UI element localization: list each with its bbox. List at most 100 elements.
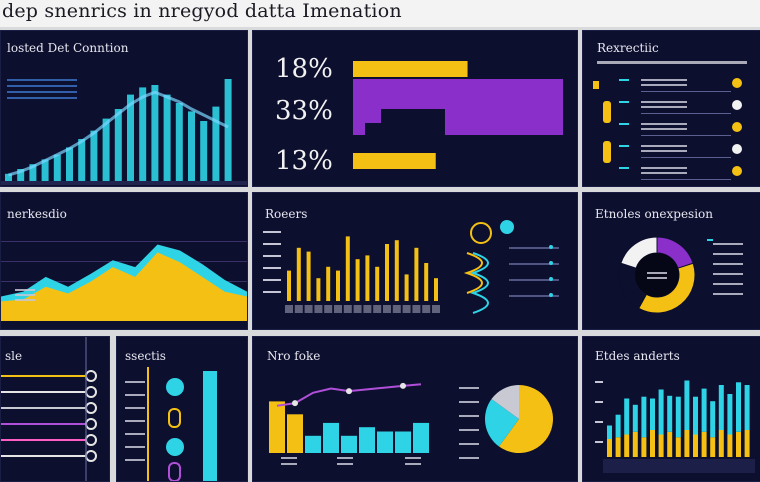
panel-title: ssectis (125, 349, 166, 363)
pie-slice (491, 385, 519, 419)
tick-label (595, 381, 603, 383)
panel-percentages: 18% 33% 13% (252, 30, 578, 187)
bar (224, 79, 232, 181)
indicator-pill (168, 462, 181, 481)
panel-rexrectiic: Rexrectiic (582, 30, 760, 187)
text-placeholder-line (125, 407, 145, 409)
text-placeholder-line (641, 106, 687, 108)
text-placeholder-line (641, 167, 687, 169)
text-placeholder-line (509, 295, 559, 297)
panel-nro-foke: Nro foke (252, 336, 578, 482)
indicator-line (147, 367, 149, 481)
bar-lower (684, 430, 690, 457)
x-tick-label (373, 305, 382, 313)
bar (326, 266, 331, 301)
bar (114, 109, 122, 181)
timeline-rule (641, 135, 731, 136)
text-placeholder-line (7, 85, 77, 87)
timeline-rule (641, 91, 731, 92)
bar-upper (667, 395, 673, 432)
text-placeholder-line (125, 459, 145, 461)
bar (306, 251, 311, 301)
flow-dot (549, 261, 553, 265)
text-placeholder-line (459, 457, 479, 459)
text-placeholder-line (459, 401, 479, 403)
bar (323, 422, 339, 453)
bar-upper (615, 414, 621, 438)
text-placeholder-line (125, 433, 145, 435)
indicator-graphic (125, 367, 217, 481)
panel-donut: Etnoles onexpesion (582, 192, 760, 330)
percent-bar (353, 153, 436, 169)
grid-line (1, 241, 247, 242)
text-placeholder-line (125, 381, 145, 383)
bar (375, 266, 380, 301)
timeline-tick (619, 79, 629, 81)
text-placeholder-line (459, 387, 479, 389)
bar (404, 274, 409, 301)
panel-title: nerkesdio (7, 207, 67, 221)
bar-lower (718, 430, 724, 457)
text-placeholder-line (459, 429, 479, 431)
indicator-bar (203, 371, 217, 481)
tick-label (263, 279, 281, 281)
bar (151, 85, 159, 181)
text-placeholder-line (713, 253, 743, 255)
chart-area (1, 241, 247, 321)
text-placeholder-line (509, 279, 559, 281)
bar-lower (641, 437, 647, 457)
panel-title: Etnoles onexpesion (595, 207, 714, 221)
divider (85, 337, 87, 481)
timeline-tick (619, 101, 629, 103)
text-placeholder-line (15, 289, 35, 291)
trend-line (8, 90, 229, 177)
panel-title: sle (5, 349, 23, 363)
timeline-marker (603, 141, 611, 163)
panel-title: losted Det Conntion (7, 41, 129, 55)
timeline-dot (732, 166, 742, 176)
percent-label: 13% (275, 146, 333, 176)
bar (414, 247, 419, 301)
text-placeholder-line (125, 420, 145, 422)
bar-upper (718, 385, 724, 430)
slider-knob (85, 386, 97, 398)
tick-label (263, 243, 281, 245)
bar (78, 139, 86, 181)
bar-lower (615, 437, 621, 457)
bar-lower (675, 437, 681, 457)
bar (434, 278, 438, 301)
text-placeholder-line (405, 457, 421, 459)
bar-lower (710, 437, 716, 457)
flow-node (470, 222, 492, 244)
bar-upper (641, 396, 647, 438)
text-placeholder-line (509, 263, 559, 265)
timeline-tick (619, 145, 629, 147)
x-tick-label (353, 305, 362, 313)
bar (345, 236, 350, 301)
tick-label (263, 231, 281, 233)
bar (17, 169, 25, 181)
area-fill (1, 252, 247, 321)
bar (424, 263, 429, 301)
bar (139, 87, 147, 181)
bar-lower (736, 431, 741, 457)
grid-line (1, 261, 247, 262)
timeline-rule (641, 113, 731, 114)
text-placeholder-line (281, 457, 297, 459)
slider-knob (85, 402, 97, 414)
text-placeholder-line (281, 463, 297, 465)
timeline-tick (619, 167, 629, 169)
bar-lower (632, 431, 638, 457)
timeline-graphic (593, 61, 747, 180)
chart-anderts (595, 380, 755, 473)
bar (287, 270, 291, 301)
slider-knob (85, 450, 97, 462)
bar (394, 240, 399, 301)
pie-slice (499, 385, 553, 453)
flow-node (500, 220, 514, 234)
bar (102, 118, 110, 181)
bar-lower (658, 434, 664, 457)
bar-upper (744, 385, 750, 430)
bar (53, 154, 61, 181)
text-placeholder-line (713, 263, 743, 265)
